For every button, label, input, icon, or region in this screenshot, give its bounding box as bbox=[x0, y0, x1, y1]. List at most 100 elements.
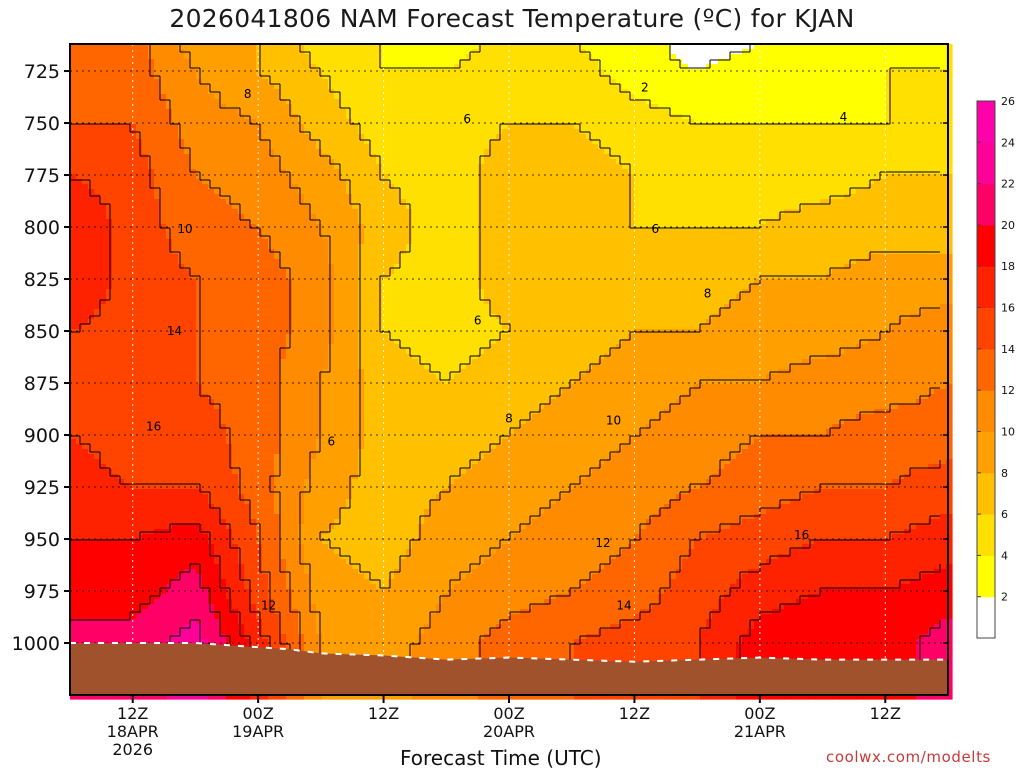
field-cell bbox=[94, 609, 101, 615]
field-cell bbox=[208, 199, 215, 205]
field-cell bbox=[88, 264, 95, 270]
field-cell bbox=[118, 449, 125, 455]
field-cell bbox=[106, 324, 113, 330]
field-cell bbox=[256, 334, 263, 340]
field-cell bbox=[262, 394, 269, 400]
field-cell bbox=[286, 424, 293, 430]
field-cell bbox=[136, 509, 143, 515]
field-cell bbox=[232, 114, 239, 120]
field-cell bbox=[94, 134, 101, 140]
field-cell bbox=[136, 94, 143, 100]
field-cell bbox=[196, 374, 203, 380]
field-cell bbox=[256, 414, 263, 420]
field-cell bbox=[232, 424, 239, 430]
field-cell bbox=[262, 244, 269, 250]
field-cell bbox=[196, 434, 203, 440]
field-cell bbox=[286, 589, 293, 595]
field-cell bbox=[238, 639, 245, 645]
field-cell bbox=[274, 379, 281, 385]
field-cell bbox=[250, 334, 257, 340]
field-cell bbox=[220, 414, 227, 420]
field-cell bbox=[280, 379, 287, 385]
field-cell bbox=[160, 134, 167, 140]
field-cell bbox=[124, 609, 131, 615]
field-cell bbox=[238, 534, 245, 540]
field-cell bbox=[274, 304, 281, 310]
field-cell bbox=[112, 319, 119, 325]
field-cell bbox=[142, 589, 149, 595]
field-cell bbox=[154, 319, 161, 325]
field-cell bbox=[256, 504, 263, 510]
field-cell bbox=[82, 524, 89, 530]
field-cell bbox=[268, 159, 275, 165]
field-cell bbox=[154, 394, 161, 400]
field-cell bbox=[292, 219, 299, 225]
field-cell bbox=[286, 134, 293, 140]
field-cell bbox=[184, 524, 191, 530]
field-cell bbox=[286, 644, 293, 650]
field-cell bbox=[214, 519, 221, 525]
field-cell bbox=[292, 264, 299, 270]
field-cell bbox=[112, 249, 119, 255]
field-cell bbox=[82, 639, 89, 645]
field-cell bbox=[232, 139, 239, 145]
field-cell bbox=[292, 244, 299, 250]
field-cell bbox=[292, 234, 299, 240]
field-cell bbox=[100, 274, 107, 280]
field-cell bbox=[136, 459, 143, 465]
field-cell bbox=[148, 289, 155, 295]
field-cell bbox=[178, 94, 185, 100]
field-cell bbox=[166, 129, 173, 135]
field-cell bbox=[292, 364, 299, 370]
field-cell bbox=[208, 79, 215, 85]
field-cell bbox=[208, 149, 215, 155]
field-cell bbox=[100, 364, 107, 370]
field-cell bbox=[118, 524, 125, 530]
field-cell bbox=[202, 109, 209, 115]
field-cell bbox=[172, 94, 179, 100]
field-cell bbox=[262, 489, 269, 495]
field-cell bbox=[274, 299, 281, 305]
field-cell bbox=[100, 294, 107, 300]
field-cell bbox=[226, 554, 233, 560]
field-cell bbox=[106, 339, 113, 345]
field-cell bbox=[292, 604, 299, 610]
field-cell bbox=[238, 694, 245, 700]
field-cell bbox=[244, 454, 251, 460]
field-cell bbox=[280, 339, 287, 345]
field-cell bbox=[190, 559, 197, 565]
field-cell bbox=[262, 74, 269, 80]
field-cell bbox=[220, 629, 227, 635]
field-cell bbox=[220, 594, 227, 600]
field-cell bbox=[112, 419, 119, 425]
field-cell bbox=[76, 69, 83, 75]
field-cell bbox=[136, 594, 143, 600]
field-cell bbox=[94, 439, 101, 445]
field-cell bbox=[76, 284, 83, 290]
field-cell bbox=[226, 519, 233, 525]
field-cell bbox=[190, 549, 197, 555]
field-cell bbox=[220, 224, 227, 230]
field-cell bbox=[292, 564, 299, 570]
field-cell bbox=[154, 579, 161, 585]
field-cell bbox=[148, 544, 155, 550]
field-cell bbox=[136, 429, 143, 435]
field-cell bbox=[232, 339, 239, 345]
field-cell bbox=[232, 534, 239, 540]
field-cell bbox=[142, 439, 149, 445]
field-cell bbox=[268, 269, 275, 275]
field-cell bbox=[298, 134, 305, 140]
field-cell bbox=[172, 154, 179, 160]
field-cell bbox=[208, 104, 215, 110]
field-cell bbox=[154, 119, 161, 125]
field-cell bbox=[256, 429, 263, 435]
field-cell bbox=[274, 159, 281, 165]
field-cell bbox=[70, 199, 77, 205]
field-cell bbox=[76, 109, 83, 115]
field-cell bbox=[112, 349, 119, 355]
field-cell bbox=[112, 289, 119, 295]
field-cell bbox=[232, 509, 239, 515]
field-cell bbox=[106, 254, 113, 260]
field-cell bbox=[106, 344, 113, 350]
field-cell bbox=[268, 579, 275, 585]
